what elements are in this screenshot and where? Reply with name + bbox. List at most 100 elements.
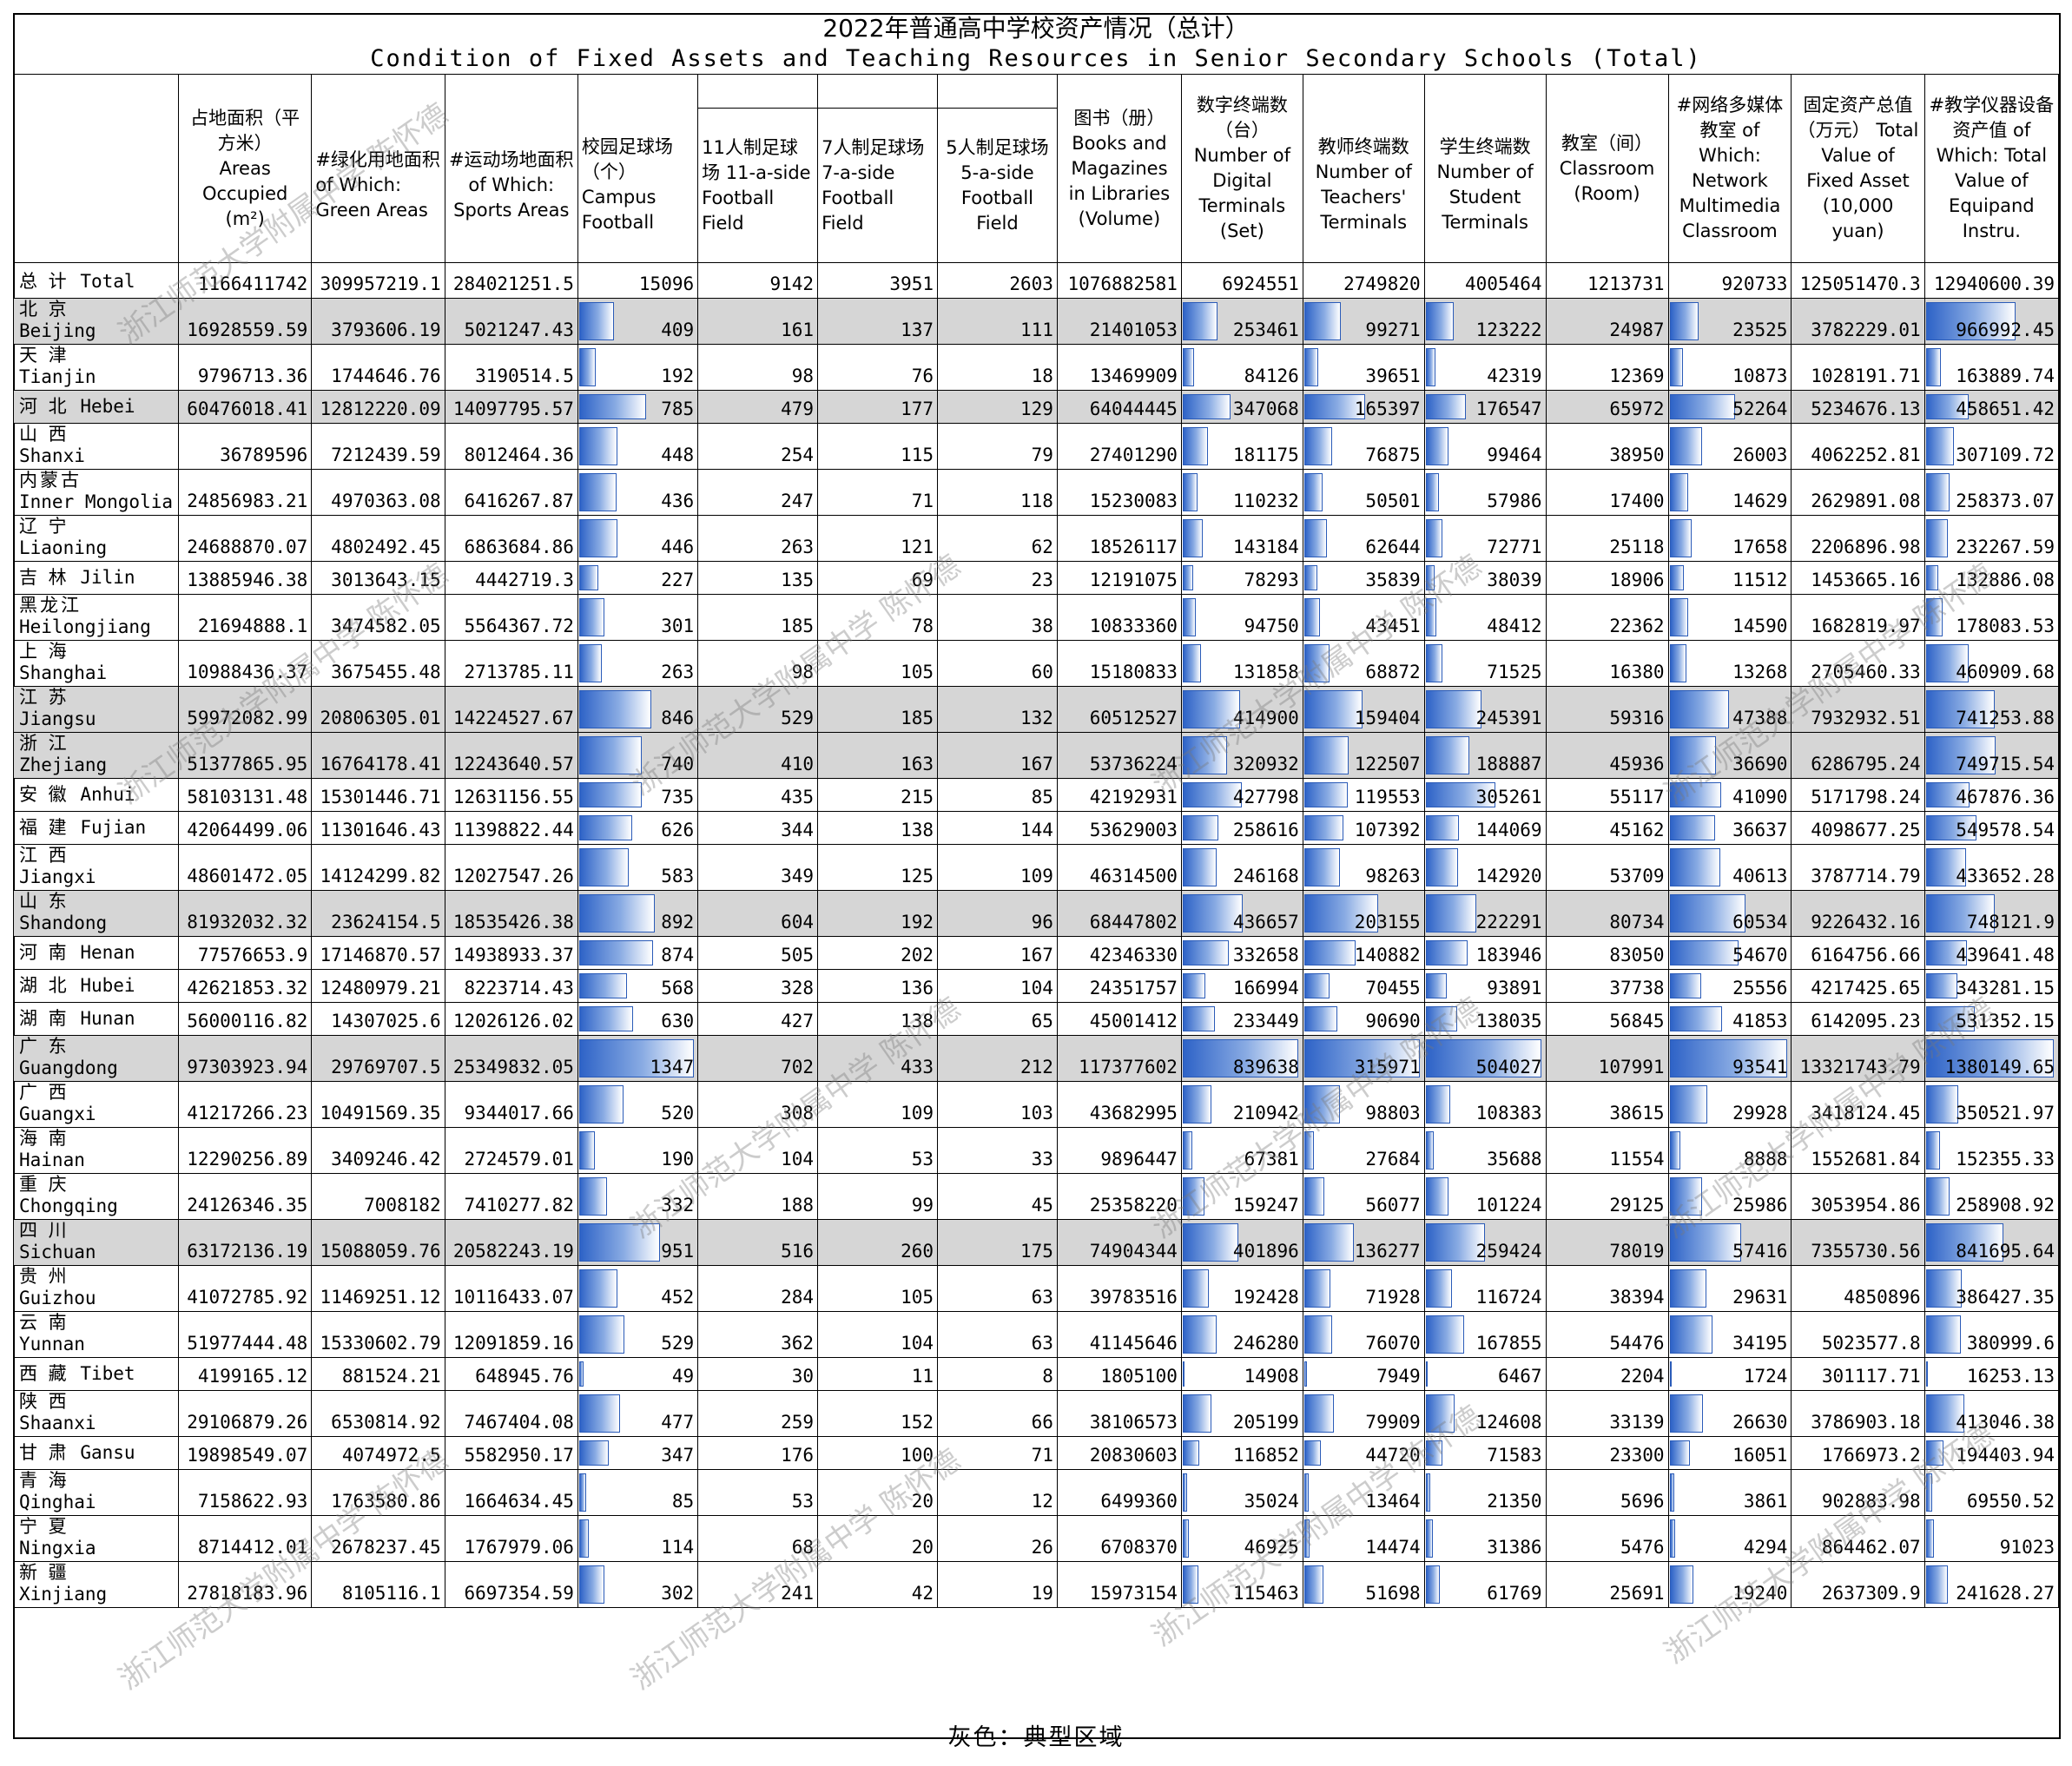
value-cell: 163889.74 (1924, 344, 2060, 391)
region-name-en: Sichuan (19, 1242, 96, 1262)
value-cell: 2637309.9 (1791, 1561, 1925, 1608)
value-cell: 53709 (1545, 844, 1669, 891)
data-bar (1303, 736, 1349, 774)
value-cell: 188887 (1423, 732, 1547, 779)
value-cell: 11512 (1667, 561, 1792, 595)
value-cell: 10833360 (1056, 594, 1182, 641)
data-bar (1925, 1473, 1933, 1512)
value-cell: 13885946.38 (178, 561, 313, 595)
value-cell: 8223714.43 (444, 969, 578, 1003)
value-cell: 97303923.94 (178, 1035, 313, 1082)
value-cell: 1213731 (1545, 262, 1669, 299)
value-cell: 3782229.01 (1791, 298, 1925, 345)
value-cell: 29106879.26 (178, 1390, 313, 1437)
data-bar (1182, 1361, 1185, 1387)
data-bar (1182, 848, 1217, 886)
value-cell: 159247 (1180, 1173, 1303, 1220)
value-cell: 53736224 (1056, 732, 1182, 779)
value-cell: 121 (817, 515, 938, 562)
region-name-cn: 吉 林 (19, 567, 69, 588)
header-green-top (311, 74, 445, 109)
region-name-en: Anhui (80, 784, 135, 805)
table-title-chinese: 2022年普通高中学校资产情况（总计） (822, 14, 1250, 43)
value-cell: 864462.07 (1791, 1515, 1925, 1562)
value-cell: 263 (697, 515, 819, 562)
value-cell: 2705460.33 (1791, 640, 1925, 687)
value-cell: 71928 (1302, 1265, 1425, 1312)
value-cell: 107392 (1302, 811, 1425, 845)
region-cell: 西 藏 Tibet (12, 1357, 180, 1391)
value-cell: 203155 (1302, 890, 1425, 937)
value-cell: 33 (937, 1127, 1058, 1174)
value-cell: 68 (697, 1515, 819, 1562)
value-cell: 71 (817, 469, 938, 516)
header-areas: 占地面积（平方米） Areas Occupied (m²) (178, 74, 313, 263)
value-cell: 7410277.82 (444, 1173, 578, 1220)
region-name-en: Shaanxi (19, 1413, 96, 1433)
region-name-en: Shanghai (19, 662, 108, 683)
data-bar (1925, 473, 1950, 511)
value-cell: 427 (697, 1002, 819, 1036)
value-cell: 467876.36 (1924, 778, 2060, 812)
data-bar (1669, 1177, 1703, 1216)
data-bar (578, 394, 646, 419)
value-cell: 55117 (1545, 778, 1669, 812)
data-bar (1925, 565, 1938, 590)
value-cell: 439641.48 (1924, 936, 2060, 970)
value-cell: 53629003 (1056, 811, 1182, 845)
value-cell: 105 (817, 1265, 938, 1312)
region-cell: 内蒙古 Inner Mongolia (12, 469, 180, 516)
data-bar (1425, 782, 1496, 807)
data-bar (1925, 1440, 1944, 1466)
value-cell: 320932 (1180, 732, 1303, 779)
value-cell: 212 (937, 1035, 1058, 1082)
data-bar (1425, 1223, 1486, 1262)
data-bar (1425, 302, 1455, 340)
value-cell: 5171798.24 (1791, 778, 1925, 812)
value-cell: 119553 (1302, 778, 1425, 812)
value-cell: 4005464 (1423, 262, 1547, 299)
value-cell: 34195 (1667, 1311, 1792, 1358)
region-cell: 海 南 Hainan (12, 1127, 180, 1174)
value-cell: 966992.45 (1924, 298, 2060, 345)
value-cell: 516 (697, 1219, 819, 1266)
value-cell: 38950 (1545, 423, 1669, 470)
value-cell: 11554 (1545, 1127, 1669, 1174)
header-student-top (1423, 74, 1547, 109)
data-bar (578, 302, 614, 340)
table-row: 西 藏 Tibet 4199165.12 881524.21 648945.76 49 3… (12, 1357, 2060, 1391)
value-cell: 951 (577, 1219, 699, 1266)
value-cell: 41145646 (1056, 1311, 1182, 1358)
data-bar (1303, 973, 1330, 998)
data-bar (1182, 894, 1244, 932)
value-cell: 177 (817, 390, 938, 424)
value-cell: 45 (937, 1173, 1058, 1220)
data-bar (1669, 1473, 1675, 1512)
data-bar (578, 690, 651, 728)
value-cell: 8888 (1667, 1127, 1792, 1174)
value-cell: 630 (577, 1002, 699, 1036)
header-row-bottom: #绿化用地面积 of Which: Green Areas #运动场地面积 of… (14, 108, 2059, 263)
data-bar (1303, 1223, 1355, 1262)
value-cell: 12026126.02 (444, 1002, 578, 1036)
value-cell: 56077 (1302, 1173, 1425, 1220)
value-cell: 138 (817, 1002, 938, 1036)
data-bar (1425, 1177, 1449, 1216)
value-cell: 93891 (1423, 969, 1547, 1003)
value-cell: 9796713.36 (178, 344, 313, 391)
table-row: 广 西 Guangxi 41217266.23 10491569.35 9344017.… (12, 1081, 2060, 1128)
value-cell: 24856983.21 (178, 469, 313, 516)
value-cell: 785 (577, 390, 699, 424)
value-cell: 6530814.92 (311, 1390, 445, 1437)
data-bar (1925, 1085, 1959, 1124)
value-cell: 71583 (1423, 1436, 1547, 1470)
table-row: 吉 林 Jilin 13885946.38 3013643.15 4442719.3 2… (12, 561, 2060, 595)
value-cell: 458651.42 (1924, 390, 2060, 424)
value-cell: 26 (937, 1515, 1058, 1562)
region-cell: 宁 夏 Ningxia (12, 1515, 180, 1562)
data-bar (1425, 1039, 1541, 1077)
data-bar (1303, 1473, 1310, 1512)
value-cell: 309957219.1 (311, 262, 445, 299)
value-cell: 131858 (1180, 640, 1303, 687)
region-name-cn: 总 计 (19, 271, 69, 292)
